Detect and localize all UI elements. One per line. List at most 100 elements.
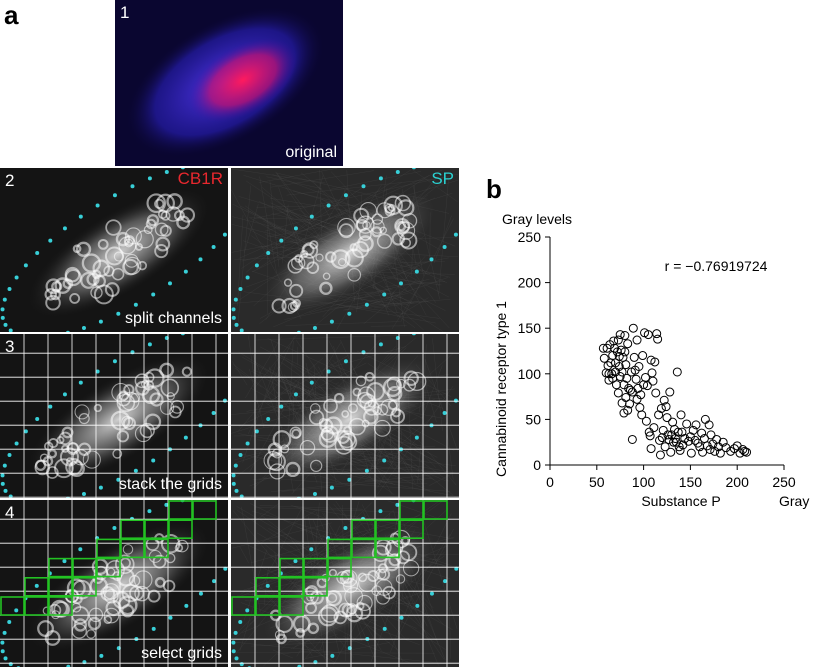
outline-dot (168, 615, 173, 620)
cb1r-selected-grid-micrograph: 4 select grids (0, 500, 228, 667)
outline-dot (442, 410, 447, 415)
outline-dot (78, 547, 83, 552)
selected-grid-cell (72, 577, 97, 597)
outline-dot (48, 404, 53, 409)
outline-dot (7, 452, 12, 457)
selected-grid-cell (120, 519, 145, 540)
outline-dot (231, 640, 236, 645)
selected-grid-cell (375, 519, 400, 540)
data-point (658, 425, 668, 435)
data-point (623, 339, 633, 349)
selected-grid-cell (279, 557, 304, 578)
outline-dot (151, 458, 156, 463)
data-point (657, 433, 667, 443)
selected-grid-cell (48, 577, 73, 597)
selected-grid-cell (351, 519, 376, 540)
outline-dot (23, 263, 28, 268)
selected-grid-cell (168, 500, 193, 520)
x-tick-label: 200 (726, 474, 750, 490)
selected-grid-cell (423, 500, 448, 520)
outline-dot (453, 232, 458, 237)
outline-dot (266, 417, 271, 422)
selected-grid-cell (48, 557, 73, 578)
step-2-number: 2 (5, 171, 15, 190)
outline-dot (116, 311, 121, 316)
data-point (654, 410, 664, 420)
outline-dot (329, 319, 334, 324)
scatter-points (598, 323, 752, 460)
data-point (621, 360, 631, 370)
outline-dot (395, 502, 400, 507)
outline-dot (181, 168, 185, 170)
scatter-chart: Gray levels Cannabinoid receptor type 1 … (493, 211, 810, 509)
data-point (718, 437, 728, 447)
sp-grid-micrograph (231, 334, 459, 498)
outline-dot (95, 203, 100, 208)
data-point (631, 374, 641, 384)
outline-dot (62, 392, 67, 397)
data-point (661, 402, 671, 412)
outline-dot (414, 435, 419, 440)
outline-dot (14, 275, 19, 280)
selected-grid-cell (399, 500, 424, 520)
outline-dot (2, 630, 7, 635)
data-point (648, 376, 658, 386)
selected-grid-cell (279, 577, 304, 597)
outline-dot (412, 334, 416, 336)
outline-dot (231, 315, 236, 320)
outline-dot (254, 429, 259, 434)
outline-dot (238, 286, 243, 291)
outline-dot (309, 380, 314, 385)
data-point (715, 448, 725, 458)
selected-grid-cell (351, 538, 376, 559)
outline-dot (112, 525, 117, 530)
selected-grid-cell (96, 557, 121, 578)
outline-dot (293, 559, 298, 564)
x-axis-unit-label: Gray levels (779, 493, 810, 509)
outline-dot (0, 307, 5, 312)
outline-dot (198, 257, 203, 262)
data-point (704, 420, 714, 430)
data-point (617, 367, 627, 377)
selected-grid-cell (279, 596, 304, 616)
data-point (627, 434, 637, 444)
selected-grid-cell (375, 538, 400, 559)
data-point (625, 385, 635, 395)
data-point (691, 420, 701, 430)
outline-dot (14, 441, 19, 446)
outline-dot (184, 603, 189, 608)
data-point (637, 410, 647, 420)
outline-dot (297, 664, 302, 667)
data-point (641, 416, 651, 426)
outline-dot (412, 168, 416, 170)
outline-dot (211, 410, 216, 415)
outline-dot (7, 620, 12, 625)
x-tick-label: 100 (632, 474, 656, 490)
outline-dot (164, 502, 169, 507)
outline-dot (183, 435, 188, 440)
data-point (653, 334, 663, 344)
y-tick-label: 200 (518, 275, 542, 291)
data-point (690, 435, 700, 445)
data-point (628, 323, 638, 333)
outline-dot (98, 319, 103, 324)
selected-grid-cell (48, 596, 73, 616)
cb1r-grid-micrograph: 3 stack the grids (0, 334, 228, 498)
data-point (659, 395, 669, 405)
outline-dot (48, 238, 53, 243)
data-point (636, 390, 646, 400)
data-point (742, 447, 752, 457)
selected-grid-cell (327, 538, 352, 559)
data-point (682, 419, 692, 429)
selected-grid-cell (255, 577, 280, 597)
outline-dot (382, 292, 387, 297)
outline-dot (453, 398, 458, 403)
outline-dot (378, 342, 383, 347)
selected-grid-cell (24, 596, 49, 616)
data-point (675, 445, 685, 455)
data-point (617, 398, 627, 408)
outline-dot (14, 608, 19, 613)
outline-dot (245, 441, 250, 446)
outline-dot (364, 302, 369, 307)
outline-dot (212, 579, 217, 584)
